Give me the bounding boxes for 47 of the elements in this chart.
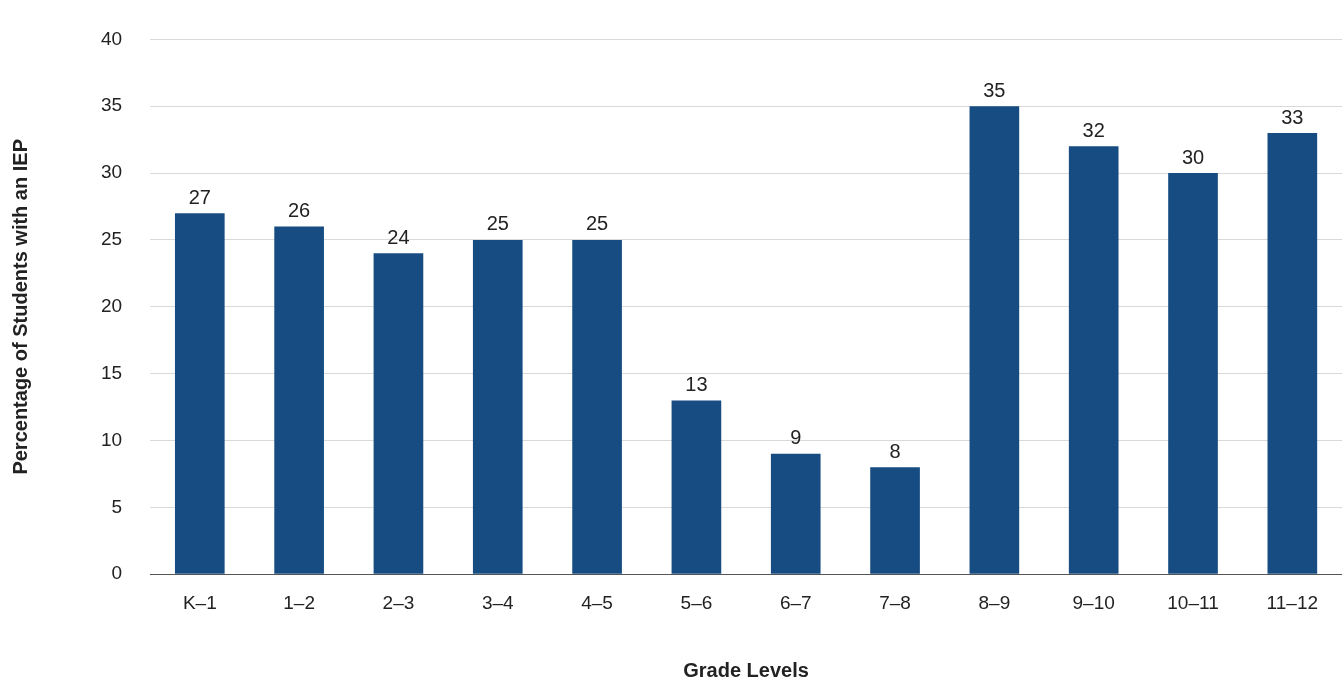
bar [174, 213, 225, 574]
x-tick-label: 8–9 [978, 591, 1011, 613]
bar [1168, 173, 1218, 574]
bar [373, 253, 424, 574]
data-label: 27 [188, 185, 211, 208]
data-label: 33 [1281, 105, 1304, 128]
bar [671, 400, 722, 574]
data-label: 25 [585, 212, 609, 235]
bar [770, 453, 821, 574]
x-tick-label: 11–12 [1266, 591, 1319, 613]
x-tick-label: K–1 [182, 591, 217, 613]
data-label: 25 [486, 212, 509, 235]
data-label: 9 [790, 426, 802, 449]
bar [572, 239, 622, 574]
data-label: 32 [1082, 118, 1105, 141]
y-tick-label: 40 [100, 27, 123, 49]
x-tick-label: 6–7 [779, 591, 812, 613]
y-tick-label: 20 [100, 295, 123, 317]
y-tick-label: 10 [100, 428, 123, 450]
data-label: 24 [387, 225, 410, 248]
y-tick-label: 25 [100, 228, 123, 250]
y-tick-label: 35 [100, 94, 123, 116]
bar [1267, 132, 1318, 574]
data-label: 35 [983, 78, 1006, 101]
y-axis-title: Percentage of Students with an IEP [8, 138, 31, 475]
x-axis-title: Grade Levels [683, 658, 809, 681]
y-tick-label: 15 [100, 361, 123, 383]
y-tick-label: 30 [100, 161, 123, 183]
data-label: 13 [685, 372, 708, 395]
x-tick-label: 7–8 [879, 591, 911, 613]
x-tick-label: 2–3 [382, 591, 415, 613]
y-tick-label: 0 [111, 562, 123, 584]
x-tick-label: 4–5 [581, 591, 613, 613]
y-tick-label: 5 [111, 495, 123, 517]
bar [1068, 146, 1119, 574]
x-tick-label: 3–4 [481, 591, 515, 613]
bar [870, 467, 920, 574]
x-tick-label: 5–6 [680, 591, 713, 613]
data-label: 26 [287, 199, 311, 222]
x-tick-label: 1–2 [283, 591, 315, 613]
data-label: 8 [889, 439, 901, 462]
bar [274, 226, 324, 574]
x-tick-label: 10–11 [1167, 591, 1219, 613]
data-label: 30 [1181, 145, 1205, 168]
bar [969, 106, 1020, 574]
x-tick-label: 9–10 [1072, 591, 1115, 613]
bar [472, 239, 523, 574]
